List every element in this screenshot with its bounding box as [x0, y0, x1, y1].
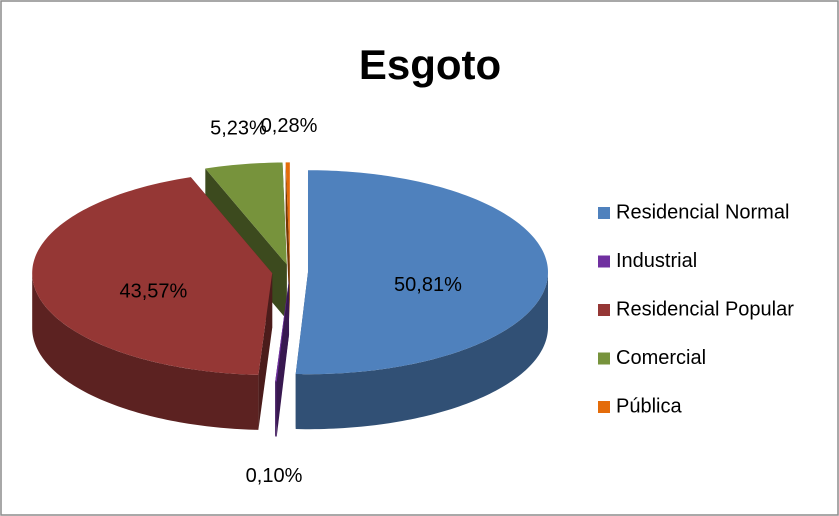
legend-swatch	[598, 401, 610, 413]
chart-title: Esgoto	[359, 41, 501, 88]
data-label: 50,81%	[394, 274, 462, 296]
slice	[32, 177, 273, 375]
slice-side	[32, 273, 259, 430]
legend-label: Residencial Popular	[616, 298, 794, 320]
slice-side	[295, 272, 548, 430]
legend-label: Residencial Normal	[616, 201, 789, 223]
slice-cut-face	[285, 162, 290, 320]
legend-swatch	[598, 352, 610, 365]
slice	[275, 279, 290, 382]
slice	[295, 170, 548, 375]
data-label: 5,23%	[210, 117, 267, 139]
legend-swatch	[598, 304, 610, 316]
slice	[205, 162, 287, 265]
legend-label: Industrial	[616, 250, 697, 272]
data-label: 0,28%	[261, 115, 318, 137]
legend-label: Pública	[616, 395, 682, 417]
slice-cut-face	[275, 279, 290, 437]
data-label: 43,57%	[120, 281, 188, 303]
slice-side	[275, 381, 277, 437]
legend-swatch	[598, 255, 610, 268]
legend-swatch	[598, 207, 610, 219]
data-label: 0,10%	[246, 465, 303, 487]
legend-label: Comercial	[616, 347, 706, 369]
slice	[285, 162, 290, 265]
